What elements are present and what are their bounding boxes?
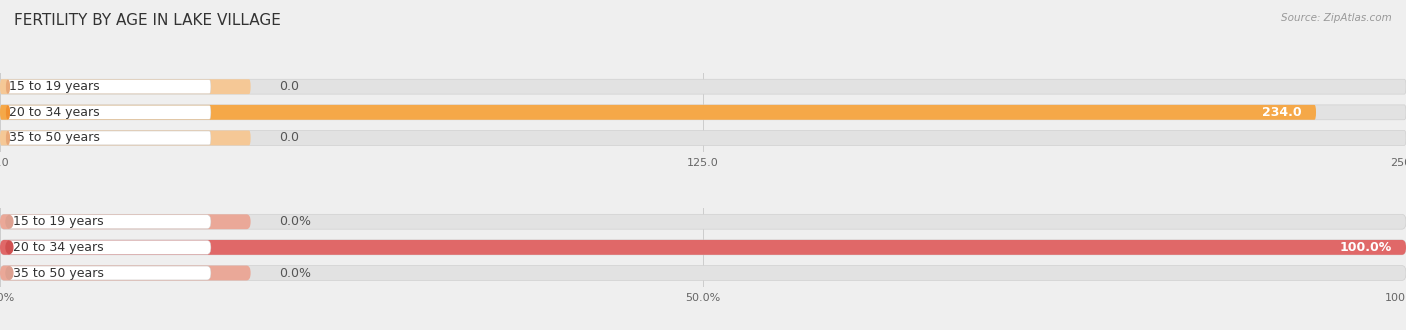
Text: 20 to 34 years: 20 to 34 years (10, 106, 100, 119)
FancyBboxPatch shape (0, 131, 250, 146)
FancyBboxPatch shape (7, 215, 211, 229)
FancyBboxPatch shape (7, 241, 211, 254)
FancyBboxPatch shape (0, 131, 1406, 146)
FancyBboxPatch shape (0, 214, 250, 229)
Circle shape (7, 106, 10, 118)
Circle shape (6, 241, 13, 254)
FancyBboxPatch shape (0, 105, 1316, 120)
Circle shape (7, 81, 10, 93)
Text: 35 to 50 years: 35 to 50 years (13, 267, 104, 280)
Text: FERTILITY BY AGE IN LAKE VILLAGE: FERTILITY BY AGE IN LAKE VILLAGE (14, 13, 281, 28)
FancyBboxPatch shape (0, 105, 1406, 120)
FancyBboxPatch shape (7, 266, 211, 280)
FancyBboxPatch shape (0, 214, 1406, 229)
Text: 0.0: 0.0 (278, 80, 298, 93)
FancyBboxPatch shape (7, 131, 211, 145)
Text: 234.0: 234.0 (1263, 106, 1302, 119)
FancyBboxPatch shape (0, 266, 250, 280)
FancyBboxPatch shape (7, 80, 211, 94)
FancyBboxPatch shape (0, 240, 1406, 255)
Text: Source: ZipAtlas.com: Source: ZipAtlas.com (1281, 13, 1392, 23)
FancyBboxPatch shape (0, 266, 1406, 280)
Text: 35 to 50 years: 35 to 50 years (10, 131, 100, 145)
Text: 100.0%: 100.0% (1340, 241, 1392, 254)
FancyBboxPatch shape (7, 105, 211, 119)
FancyBboxPatch shape (0, 79, 250, 94)
Text: 0.0: 0.0 (278, 131, 298, 145)
FancyBboxPatch shape (0, 79, 1406, 94)
Text: 15 to 19 years: 15 to 19 years (13, 215, 103, 228)
Text: 0.0%: 0.0% (278, 215, 311, 228)
Text: 0.0%: 0.0% (278, 267, 311, 280)
Text: 20 to 34 years: 20 to 34 years (13, 241, 103, 254)
Circle shape (6, 215, 13, 228)
FancyBboxPatch shape (0, 240, 1406, 255)
Text: 15 to 19 years: 15 to 19 years (10, 80, 100, 93)
Circle shape (6, 267, 13, 279)
Circle shape (7, 132, 10, 144)
